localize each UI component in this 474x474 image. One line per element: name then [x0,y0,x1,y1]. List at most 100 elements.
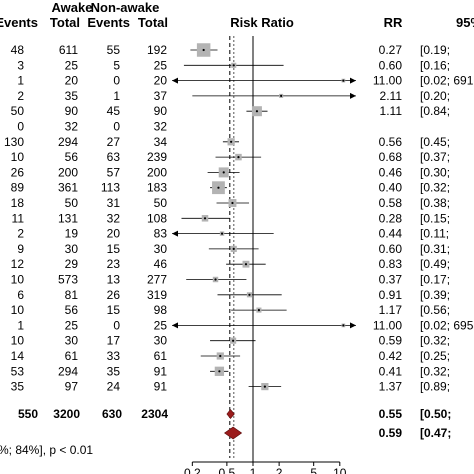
point-marker [263,385,266,388]
point-marker [342,79,345,82]
x-tick-label: 1 [250,466,257,474]
rr-value: 1.17 [379,303,403,317]
total-non-awake: 37 [154,89,168,103]
events-non-awake: 17 [107,334,121,348]
summary-events-non-awake: 630 [102,407,122,421]
header-events: Events [0,15,38,30]
events-non-awake: 31 [107,196,121,210]
summary-rr: 0.55 [379,407,403,421]
total-awake: 25 [65,58,79,72]
point-marker [222,171,225,174]
events-awake: 10 [11,273,25,287]
events-non-awake: 113 [101,181,120,195]
total-awake: 30 [65,334,79,348]
total-awake: 131 [58,211,78,225]
total-awake: 294 [58,135,78,149]
rr-value: 1.37 [379,380,403,394]
ci-value: [0.15; [420,211,450,225]
events-non-awake: 35 [107,364,121,378]
rr-value: 0.46 [379,165,403,179]
point-marker [237,156,240,159]
ci-value: [0.16; [420,58,450,72]
rr-value: 0.68 [379,150,403,164]
header-rr: RR [384,15,403,30]
ci-value: [0.19; [420,43,450,57]
events-awake: 2 [17,227,24,241]
total-non-awake: 25 [154,58,168,72]
x-tick-label: 5 [310,466,317,474]
rr-value: 0.91 [379,288,403,302]
ci-arrow-left [172,77,178,84]
summary-total-awake: 3200 [53,407,80,421]
header-events-2: Events [87,15,130,30]
events-non-awake: 15 [107,303,121,317]
rr-value: 0.60 [379,58,403,72]
point-marker [342,324,345,327]
events-non-awake: 27 [107,135,121,149]
ci-arrow-left [172,322,178,329]
total-non-awake: 30 [154,242,168,256]
total-awake: 30 [65,242,79,256]
ci-value: [0.38; [420,196,450,210]
total-awake: 97 [65,380,79,394]
total-non-awake: 98 [154,303,168,317]
point-marker [244,263,248,266]
rr-value: 0.58 [379,196,403,210]
point-marker [214,278,217,281]
total-awake: 19 [65,227,79,241]
total-awake: 573 [58,273,78,287]
rr-value: 0.42 [379,349,403,363]
events-non-awake: 20 [107,227,121,241]
ci-value: [0.37; [420,150,450,164]
events-awake: 48 [11,43,25,57]
ci-value: [0.32; [420,364,450,378]
events-awake: 10 [11,150,25,164]
events-awake: 10 [11,334,25,348]
point-marker [231,201,234,205]
ci-value: [0.32; [420,334,450,348]
events-non-awake: 32 [107,211,121,225]
total-non-awake: 61 [154,349,168,363]
rr-value: 0.37 [379,273,403,287]
ci-value: [0.39; [420,288,450,302]
events-awake: 1 [17,74,24,88]
total-non-awake: 83 [154,227,168,241]
events-non-awake: 1 [113,89,120,103]
rr-value: 11.00 [373,74,402,88]
rr-value: 0.28 [379,211,403,225]
events-awake: 53 [11,364,25,378]
events-awake: 12 [11,257,25,271]
events-awake: 18 [11,196,25,210]
events-awake: 11 [12,211,25,225]
header-ci: 95% [456,15,474,30]
rr-value: 2.11 [380,89,403,103]
events-awake: 6 [17,288,24,302]
point-marker [218,370,221,373]
point-marker [255,110,259,113]
total-non-awake: 239 [147,150,167,164]
total-awake: 32 [65,120,79,134]
x-tick-label: 2 [276,466,283,474]
events-awake: 1 [17,318,24,332]
events-non-awake: 0 [113,120,120,134]
total-non-awake: 91 [154,380,168,394]
rr-value: 11.00 [373,318,402,332]
total-non-awake: 46 [154,257,168,271]
total-awake: 29 [65,257,79,271]
events-non-awake: 0 [113,74,120,88]
ci-value: [0.31; [420,242,450,256]
rr-value: 0.59 [379,334,403,348]
total-awake: 56 [65,150,79,164]
total-awake: 61 [65,349,79,363]
ci-value: [0.56; [420,303,450,317]
events-non-awake: 57 [107,165,121,179]
events-non-awake: 5 [113,58,120,72]
events-awake: 130 [4,135,24,149]
events-non-awake: 13 [107,273,121,287]
total-non-awake: 200 [147,165,167,179]
summary-rr: 0.59 [379,426,403,440]
events-non-awake: 33 [107,349,121,363]
heterogeneity-text: %; 84%], p < 0.01 [0,443,93,457]
rr-value: 0.56 [379,135,403,149]
rr-value: 0.44 [379,227,403,241]
